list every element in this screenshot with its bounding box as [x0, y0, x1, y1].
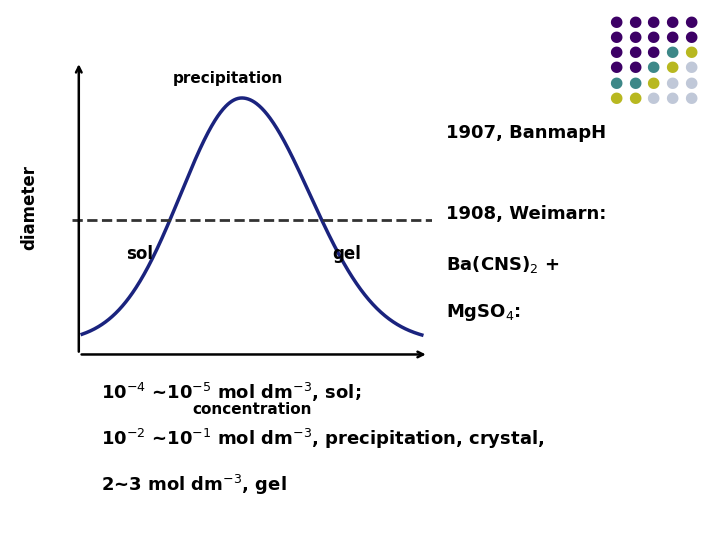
Text: 1908, Weimarn:: 1908, Weimarn:: [446, 205, 607, 223]
Text: ●: ●: [684, 29, 697, 44]
Text: ●: ●: [609, 59, 622, 75]
Text: diameter: diameter: [20, 165, 38, 251]
Text: gel: gel: [333, 245, 361, 264]
Text: ●: ●: [647, 90, 660, 105]
Text: ●: ●: [684, 59, 697, 75]
Text: ●: ●: [628, 75, 641, 90]
Text: ●: ●: [609, 29, 622, 44]
Text: 10$^{-2}$ ~10$^{-1}$ mol dm$^{-3}$, precipitation, crystal,: 10$^{-2}$ ~10$^{-1}$ mol dm$^{-3}$, prec…: [101, 427, 544, 451]
Text: 2~3 mol dm$^{-3}$, gel: 2~3 mol dm$^{-3}$, gel: [101, 472, 287, 497]
Text: ●: ●: [609, 44, 622, 59]
Text: precipitation: precipitation: [173, 71, 284, 86]
Text: ●: ●: [628, 29, 641, 44]
Text: ●: ●: [684, 44, 697, 59]
Text: ●: ●: [628, 59, 641, 75]
Text: ●: ●: [647, 29, 660, 44]
Text: ●: ●: [628, 90, 641, 105]
Text: ●: ●: [665, 75, 678, 90]
Text: 10$^{-4}$ ~10$^{-5}$ mol dm$^{-3}$, sol;: 10$^{-4}$ ~10$^{-5}$ mol dm$^{-3}$, sol;: [101, 381, 361, 404]
Text: ●: ●: [609, 90, 622, 105]
Text: ●: ●: [684, 90, 697, 105]
Text: ●: ●: [647, 59, 660, 75]
Text: ●: ●: [628, 14, 641, 29]
Text: concentration: concentration: [192, 402, 312, 417]
Text: ●: ●: [665, 14, 678, 29]
Text: ●: ●: [628, 44, 641, 59]
Text: ●: ●: [609, 75, 622, 90]
Text: 1907, BanmapH: 1907, BanmapH: [446, 124, 606, 142]
Text: MgSO$_4$:: MgSO$_4$:: [446, 302, 521, 323]
Text: ●: ●: [647, 14, 660, 29]
Text: ●: ●: [684, 14, 697, 29]
Text: ●: ●: [665, 90, 678, 105]
Text: ●: ●: [665, 29, 678, 44]
Text: ●: ●: [647, 75, 660, 90]
Text: sol: sol: [127, 245, 153, 264]
Text: Ba(CNS)$_2$ +: Ba(CNS)$_2$ +: [446, 254, 560, 275]
Text: ●: ●: [609, 14, 622, 29]
Text: ●: ●: [647, 44, 660, 59]
Text: ●: ●: [684, 75, 697, 90]
Text: ●: ●: [665, 44, 678, 59]
Text: ●: ●: [665, 59, 678, 75]
